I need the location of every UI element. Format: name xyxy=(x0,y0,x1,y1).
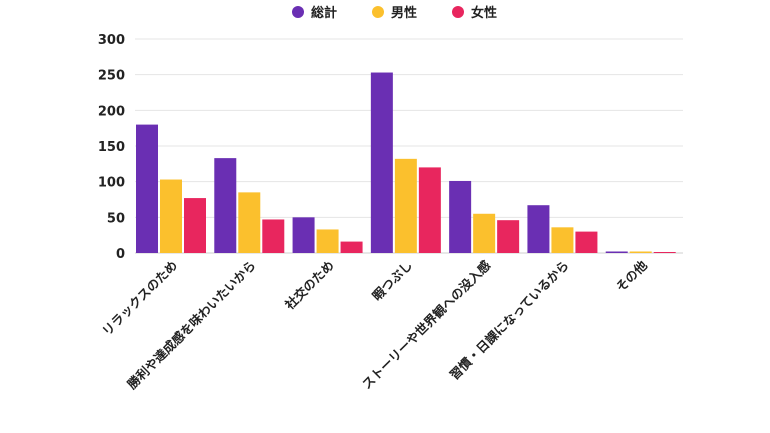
bar xyxy=(527,205,550,253)
bar xyxy=(418,167,441,253)
x-tick-label: 社交のため xyxy=(281,258,337,314)
bar xyxy=(605,251,628,253)
x-tick-label: 勝利や達成感を味わいたいから xyxy=(124,258,258,392)
bar xyxy=(340,241,363,253)
bar xyxy=(394,158,417,253)
bar xyxy=(316,229,339,253)
legend-label: 男性 xyxy=(391,5,417,21)
y-tick-label: 100 xyxy=(98,176,125,191)
x-tick-label: 暇つぶし xyxy=(369,258,415,304)
bar xyxy=(473,213,496,253)
bar xyxy=(184,198,206,253)
legend: 総計 男性 女性 xyxy=(292,5,497,21)
bar xyxy=(262,219,285,253)
y-tick-label: 200 xyxy=(98,104,125,119)
bar xyxy=(370,72,393,253)
legend-swatch xyxy=(452,6,464,18)
bar xyxy=(653,252,676,253)
legend-label: 総計 xyxy=(311,5,337,21)
bar xyxy=(629,251,652,253)
legend-swatch xyxy=(372,6,384,18)
x-tick-label: リラックスのため xyxy=(99,258,180,339)
y-tick-label: 150 xyxy=(98,140,125,155)
legend-swatch xyxy=(292,6,304,18)
bar xyxy=(292,217,315,253)
x-tick-label: ストーリーや世界観への没入感 xyxy=(359,257,494,392)
bar xyxy=(238,192,261,253)
bar xyxy=(160,179,182,253)
x-tick-label: その他 xyxy=(613,257,650,294)
y-tick-label: 50 xyxy=(107,211,125,226)
legend-label: 女性 xyxy=(471,5,497,21)
bar xyxy=(449,180,472,253)
y-tick-label: 0 xyxy=(116,247,125,262)
bar xyxy=(575,231,598,253)
y-tick-label: 250 xyxy=(98,69,125,84)
bar xyxy=(136,124,158,253)
bars xyxy=(136,72,676,253)
y-tick-label: 300 xyxy=(98,33,125,48)
y-axis-ticks: 0 50 100 150 200 250 300 xyxy=(98,33,125,262)
bar xyxy=(497,220,520,253)
bar xyxy=(214,158,237,253)
bar xyxy=(551,227,574,253)
